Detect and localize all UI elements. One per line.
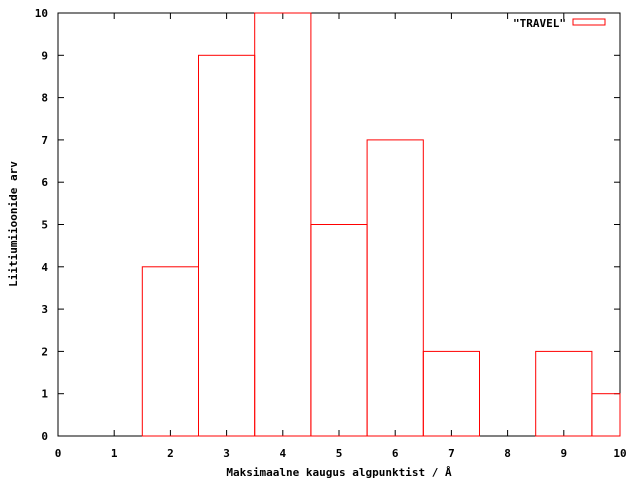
y-tick-label: 5 — [41, 219, 48, 232]
y-axis: 0 1 2 3 4 5 6 7 8 9 10 — [35, 7, 620, 443]
y-axis-label: Liitiumiioonide arv — [7, 161, 20, 287]
y-tick-label: 0 — [41, 430, 48, 443]
histogram-bar — [254, 12, 312, 437]
y-tick-label: 7 — [41, 134, 48, 147]
y-tick-label: 1 — [41, 388, 48, 401]
y-tick-label: 2 — [41, 345, 48, 358]
y-tick-label: 4 — [41, 261, 48, 274]
histogram-bar — [422, 350, 480, 437]
legend-label: "TRAVEL" — [513, 17, 566, 30]
x-tick-label: 3 — [223, 447, 230, 460]
legend: "TRAVEL" — [513, 17, 606, 30]
x-tick-label: 5 — [336, 447, 343, 460]
x-tick-label: 1 — [111, 447, 118, 460]
histogram-bar — [141, 266, 200, 437]
x-tick-label: 10 — [613, 447, 626, 460]
y-tick-label: 6 — [41, 176, 48, 189]
y-tick-label: 8 — [41, 92, 48, 105]
y-tick-label: 9 — [41, 49, 48, 62]
y-tick-label: 10 — [35, 7, 48, 20]
histogram-bar — [591, 393, 621, 437]
x-tick-label: 2 — [167, 447, 174, 460]
x-tick-label: 4 — [279, 447, 286, 460]
x-tick-label: 6 — [392, 447, 399, 460]
x-tick-label: 0 — [55, 447, 62, 460]
histogram-bar — [198, 54, 256, 437]
x-tick-label: 8 — [504, 447, 511, 460]
x-axis: 0 1 2 3 4 5 6 7 8 9 10 — [55, 13, 627, 460]
histogram-bar — [310, 224, 368, 437]
histogram-bar — [535, 350, 593, 437]
x-axis-label: Maksimaalne kaugus algpunktist / Å — [226, 466, 452, 479]
y-tick-label: 3 — [41, 303, 48, 316]
histogram-bar — [366, 139, 424, 437]
x-tick-label: 9 — [560, 447, 567, 460]
histogram-bars — [141, 12, 621, 437]
legend-swatch — [572, 18, 606, 26]
x-tick-label: 7 — [448, 447, 455, 460]
